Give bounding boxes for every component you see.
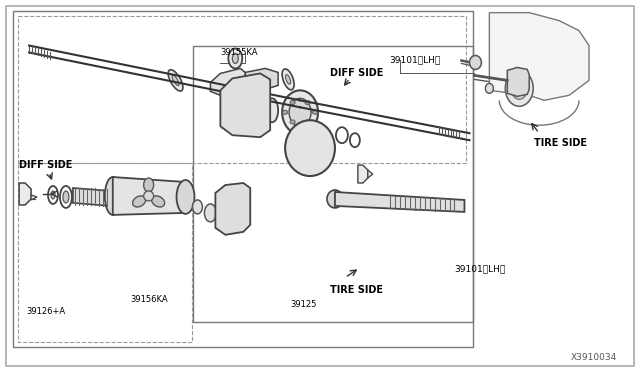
Ellipse shape: [143, 178, 154, 192]
Polygon shape: [216, 183, 250, 235]
Ellipse shape: [283, 110, 287, 114]
Ellipse shape: [193, 200, 202, 214]
Ellipse shape: [172, 75, 179, 86]
Ellipse shape: [318, 146, 324, 151]
Ellipse shape: [298, 150, 304, 155]
Polygon shape: [211, 68, 245, 95]
Polygon shape: [73, 188, 111, 206]
Text: TIRE SIDE: TIRE SIDE: [534, 138, 587, 148]
Polygon shape: [490, 13, 589, 100]
Bar: [13, 11, 474, 347]
Text: X3910034: X3910034: [571, 353, 618, 362]
Ellipse shape: [290, 100, 295, 105]
Ellipse shape: [168, 70, 183, 91]
Text: DIFF SIDE: DIFF SIDE: [330, 68, 383, 78]
Polygon shape: [335, 192, 465, 212]
Ellipse shape: [292, 128, 328, 168]
Bar: [18, 163, 193, 342]
Ellipse shape: [51, 191, 55, 199]
Text: TIRE SIDE: TIRE SIDE: [330, 285, 383, 295]
Polygon shape: [19, 183, 31, 205]
Polygon shape: [245, 68, 278, 89]
Text: 39156KA: 39156KA: [131, 295, 168, 304]
Ellipse shape: [282, 69, 294, 90]
Text: 39101〈LH〉: 39101〈LH〉: [390, 55, 441, 64]
Ellipse shape: [285, 75, 291, 84]
Polygon shape: [220, 73, 270, 137]
Ellipse shape: [204, 204, 216, 222]
Ellipse shape: [143, 191, 154, 201]
Polygon shape: [31, 195, 37, 200]
Ellipse shape: [285, 120, 335, 176]
Ellipse shape: [152, 196, 164, 207]
Ellipse shape: [485, 83, 493, 93]
Ellipse shape: [327, 190, 343, 208]
Bar: [18, 16, 467, 163]
Ellipse shape: [282, 90, 318, 134]
Text: DIFF SIDE: DIFF SIDE: [19, 160, 72, 170]
Text: 39125: 39125: [290, 299, 317, 309]
Ellipse shape: [266, 98, 278, 122]
Ellipse shape: [228, 48, 243, 68]
Text: 39155KA: 39155KA: [220, 48, 258, 57]
Text: 39126+A: 39126+A: [26, 307, 65, 315]
Ellipse shape: [469, 55, 481, 70]
Bar: [193, 45, 474, 323]
Polygon shape: [368, 170, 373, 178]
Ellipse shape: [305, 120, 310, 124]
Polygon shape: [113, 177, 186, 215]
Ellipse shape: [177, 180, 195, 214]
Ellipse shape: [289, 98, 311, 126]
Ellipse shape: [132, 196, 146, 207]
Text: 39101〈LH〉: 39101〈LH〉: [454, 265, 506, 274]
Polygon shape: [358, 165, 368, 183]
Ellipse shape: [310, 153, 316, 158]
Ellipse shape: [506, 70, 533, 106]
Ellipse shape: [105, 177, 121, 215]
Ellipse shape: [312, 110, 317, 114]
Ellipse shape: [511, 77, 527, 99]
Ellipse shape: [310, 138, 316, 143]
Ellipse shape: [290, 120, 295, 124]
Polygon shape: [508, 67, 529, 96]
Ellipse shape: [63, 191, 69, 203]
Ellipse shape: [305, 100, 310, 105]
Ellipse shape: [232, 54, 238, 64]
Ellipse shape: [298, 141, 304, 146]
